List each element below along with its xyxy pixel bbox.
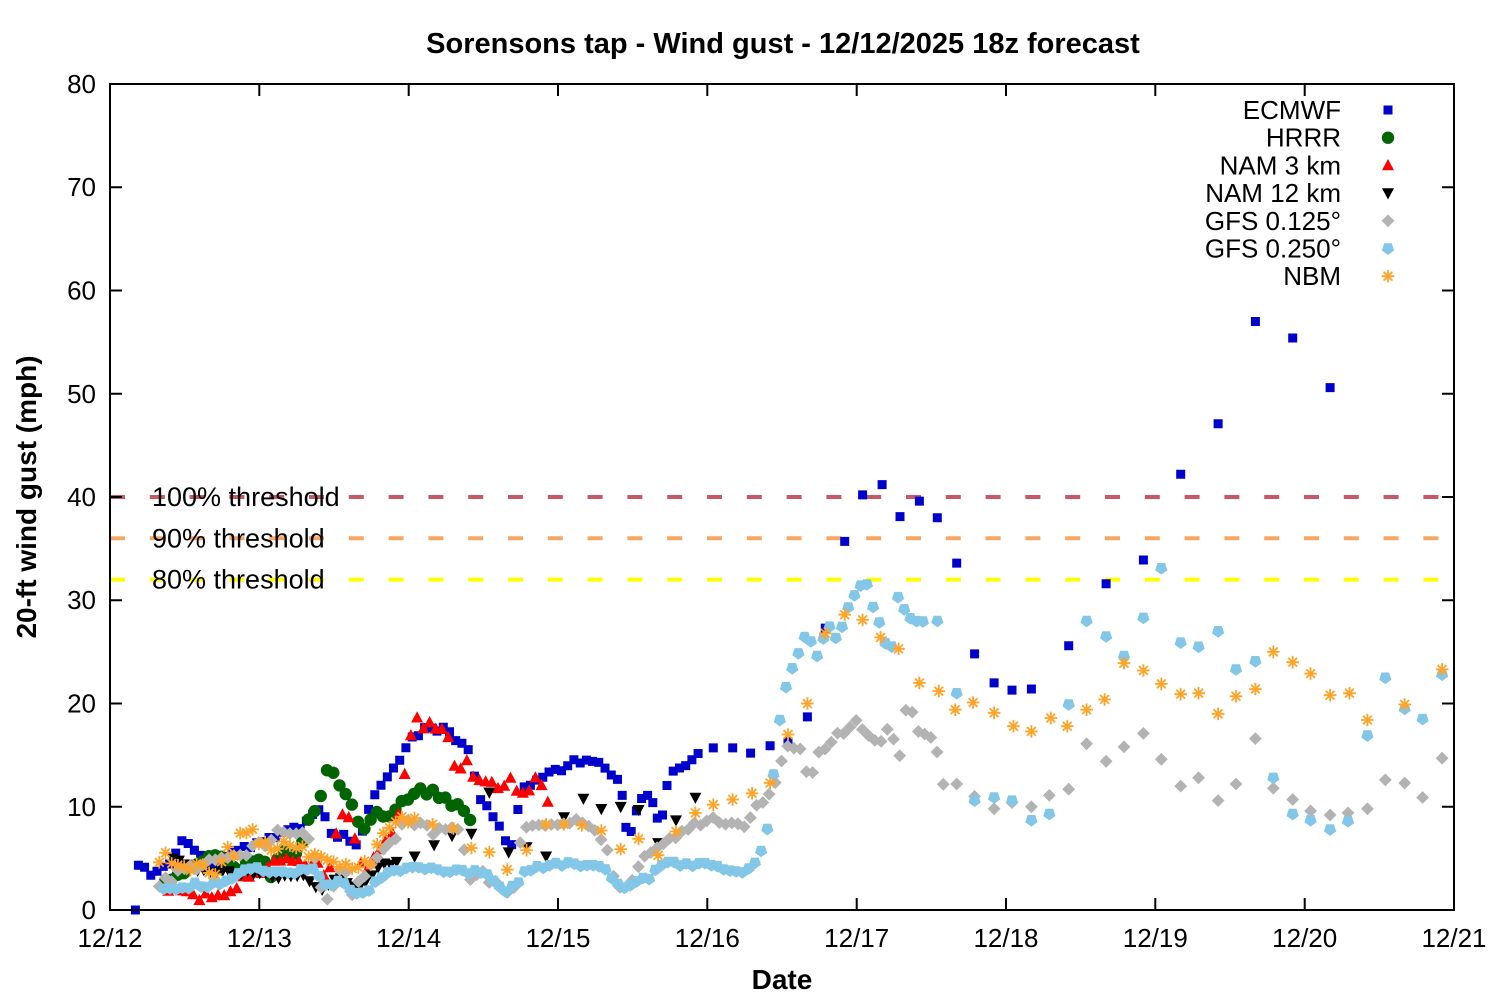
svg-text:40: 40 [67, 482, 96, 512]
svg-text:50: 50 [67, 379, 96, 409]
svg-text:12/19: 12/19 [1123, 923, 1188, 953]
svg-text:GFS 0.250°: GFS 0.250° [1205, 234, 1341, 264]
svg-text:Sorensons tap - Wind gust - 12: Sorensons tap - Wind gust - 12/12/2025 1… [426, 28, 1140, 60]
svg-text:80% threshold: 80% threshold [152, 565, 325, 595]
svg-text:90% threshold: 90% threshold [152, 523, 325, 553]
svg-text:0: 0 [82, 895, 96, 925]
svg-text:12/18: 12/18 [973, 923, 1038, 953]
svg-text:12/21: 12/21 [1421, 923, 1486, 953]
svg-text:NAM 12 km: NAM 12 km [1205, 178, 1341, 208]
svg-text:10: 10 [67, 792, 96, 822]
svg-text:30: 30 [67, 585, 96, 615]
svg-text:12/16: 12/16 [675, 923, 740, 953]
svg-text:NAM 3 km: NAM 3 km [1220, 150, 1341, 180]
svg-text:12/12: 12/12 [77, 923, 142, 953]
svg-text:60: 60 [67, 276, 96, 306]
svg-text:20: 20 [67, 689, 96, 719]
svg-text:80: 80 [67, 69, 96, 99]
svg-text:Date: Date [752, 964, 813, 995]
svg-text:70: 70 [67, 172, 96, 202]
svg-text:12/14: 12/14 [376, 923, 441, 953]
svg-text:100% threshold: 100% threshold [152, 482, 340, 512]
svg-text:12/15: 12/15 [525, 923, 590, 953]
svg-text:12/20: 12/20 [1272, 923, 1337, 953]
svg-text:NBM: NBM [1283, 261, 1341, 291]
svg-text:20-ft wind gust (mph): 20-ft wind gust (mph) [11, 355, 42, 638]
svg-text:HRRR: HRRR [1266, 123, 1341, 153]
svg-text:ECMWF: ECMWF [1243, 95, 1341, 125]
svg-text:12/17: 12/17 [824, 923, 889, 953]
svg-text:12/13: 12/13 [227, 923, 292, 953]
svg-text:GFS 0.125°: GFS 0.125° [1205, 206, 1341, 236]
